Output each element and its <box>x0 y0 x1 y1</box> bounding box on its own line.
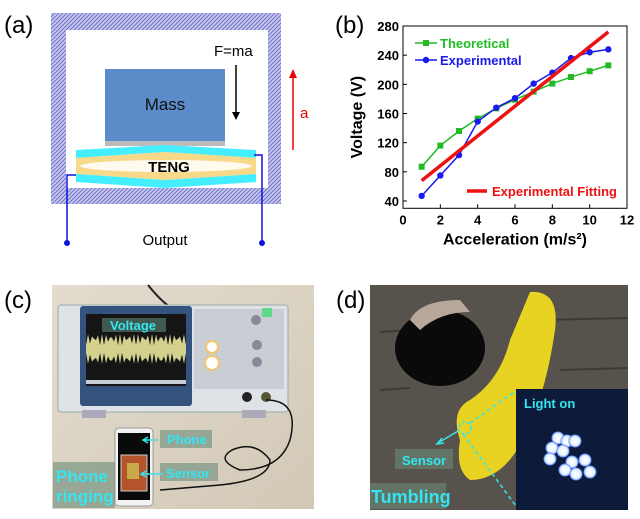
panel-label: (b) <box>335 12 364 39</box>
force-arrow-icon <box>232 65 240 120</box>
series-line-experimental <box>421 48 609 197</box>
panel-c: (c) Voltage Phone <box>4 284 314 509</box>
cable <box>159 399 294 491</box>
output-label: Output <box>142 232 188 249</box>
led-icon <box>543 452 557 466</box>
data-point <box>586 49 593 56</box>
x-tick-label: 4 <box>474 212 482 227</box>
y-tick-label: 160 <box>377 107 399 122</box>
panel-label: (c) <box>4 287 32 314</box>
led-icon <box>558 463 572 477</box>
legend-label: Theoretical <box>440 36 509 51</box>
y-tick-label: 40 <box>385 194 399 209</box>
led-icon <box>583 465 597 479</box>
panel-label: (d) <box>336 287 365 314</box>
right-terminal <box>259 240 265 246</box>
legend-label: Experimental <box>440 53 522 68</box>
series-line-experimental-fitting <box>420 30 610 182</box>
caption-line1: Phone <box>56 467 108 486</box>
teng-bottom-layer <box>76 174 256 188</box>
panel-label: (a) <box>4 12 33 39</box>
data-point <box>605 62 612 69</box>
phone <box>114 427 154 507</box>
phone-label: Phone <box>167 432 207 447</box>
left-wire <box>66 174 76 243</box>
data-point <box>437 142 444 149</box>
sensor-device <box>127 463 139 479</box>
light-label: Light on <box>524 396 575 411</box>
data-point <box>474 118 481 125</box>
mass-label: Mass <box>145 95 186 114</box>
caption: Tumbling <box>371 487 451 507</box>
led-cluster <box>543 431 597 481</box>
legend-marker <box>422 56 430 64</box>
data-point <box>437 172 444 179</box>
phone-arrow-icon <box>141 436 158 444</box>
data-point <box>418 192 425 200</box>
led-icon <box>569 467 583 481</box>
teng-top-layer <box>76 145 256 158</box>
mass-base <box>105 141 225 146</box>
sensor-label: Sensor <box>402 453 446 468</box>
data-point <box>493 104 500 111</box>
force-label: F=ma <box>214 43 253 60</box>
mass-block <box>105 69 225 141</box>
led-icon <box>578 453 592 467</box>
person-head <box>395 310 485 386</box>
x-axis-label: Acceleration (m/s²) <box>443 231 587 248</box>
sensor-label: Sensor <box>166 466 210 481</box>
acceleration-label: a <box>300 105 309 122</box>
data-point <box>418 163 425 170</box>
x-tick-label: 2 <box>437 212 444 227</box>
data-point <box>530 80 537 87</box>
panel-d: (d) Light on Sensor Tumbling <box>336 285 629 510</box>
data-point <box>456 128 462 134</box>
led-icon <box>568 434 582 448</box>
data-point <box>586 68 593 75</box>
panel-b: (b) 0 2 4 6 8 10 12 40 80 120 160 200 240 280 Accelera… <box>335 12 634 248</box>
oscilloscope: Voltage <box>57 304 289 418</box>
y-tick-label: 280 <box>377 19 399 34</box>
panel-a: (a) Mass TENG F=ma a Output <box>4 12 309 249</box>
legend-label: Experimental Fitting <box>492 184 617 199</box>
y-tick-label: 200 <box>377 77 399 92</box>
person-shirt <box>456 291 556 480</box>
caption-line2: ringing <box>56 487 114 506</box>
legend-marker <box>423 40 429 46</box>
data-point <box>511 94 519 102</box>
y-tick-label: 80 <box>385 165 399 180</box>
x-tick-label: 0 <box>399 212 406 227</box>
series-line-theoretical <box>421 64 609 168</box>
data-point <box>568 74 574 81</box>
y-axis-label: Voltage (V) <box>349 76 366 158</box>
sensor-highlight <box>458 421 472 435</box>
voltage-acceleration-chart: 0 2 4 6 8 10 12 40 80 120 160 200 240 280 Acceleration… <box>349 19 634 248</box>
y-tick-label: 240 <box>377 48 399 63</box>
data-point <box>605 46 612 53</box>
x-tick-label: 10 <box>582 212 596 227</box>
y-tick-label: 120 <box>377 136 399 151</box>
led-icon <box>556 444 570 458</box>
x-tick-label: 12 <box>620 212 634 227</box>
voltage-waveform <box>86 334 186 364</box>
voltage-label: Voltage <box>110 318 156 333</box>
left-terminal <box>64 240 70 246</box>
x-tick-label: 8 <box>549 212 556 227</box>
light-inset <box>516 389 628 510</box>
sensor-arrow-icon <box>435 430 459 446</box>
x-tick-label: 6 <box>511 212 518 227</box>
teng-label: TENG <box>148 159 190 176</box>
sensor-arrow-icon <box>139 470 163 478</box>
right-wire <box>254 154 263 243</box>
acceleration-arrow-icon <box>289 69 297 150</box>
led-icon <box>545 441 559 455</box>
data-point <box>549 80 556 87</box>
